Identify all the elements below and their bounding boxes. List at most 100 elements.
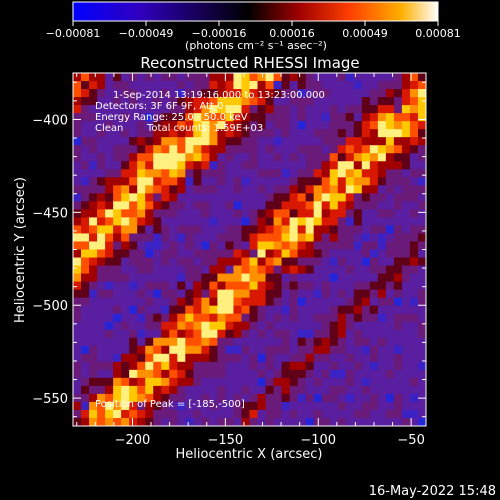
heatmap-cell [137, 137, 146, 146]
heatmap-cell [353, 345, 363, 355]
heatmap-cell [105, 337, 114, 347]
heatmap-cell [345, 81, 355, 90]
heatmap-cell [185, 129, 194, 138]
heatmap-cell [169, 105, 178, 114]
heatmap-cell [217, 329, 227, 339]
heatmap-cell [161, 177, 170, 186]
heatmap-cell [369, 177, 379, 186]
heatmap-cell [273, 81, 283, 90]
heatmap-cell [145, 145, 154, 154]
heatmap-cell [169, 129, 178, 138]
heatmap-cell [377, 377, 387, 387]
heatmap-cell [281, 265, 291, 275]
heatmap-cell [105, 233, 114, 243]
heatmap-cell [113, 169, 122, 178]
heatmap-cell [225, 281, 235, 291]
heatmap-cell [377, 233, 387, 243]
heatmap-cell [225, 337, 235, 347]
heatmap-cell [249, 409, 259, 419]
heatmap-cell [369, 121, 379, 130]
heatmap-cell [401, 321, 411, 331]
heatmap-cell [145, 89, 154, 98]
heatmap-cell [297, 81, 307, 90]
heatmap-cell [329, 137, 339, 146]
heatmap-cell [369, 409, 379, 419]
heatmap-cell [73, 225, 82, 235]
heatmap-cell [137, 161, 146, 170]
heatmap-cell [401, 409, 411, 419]
heatmap-cell [313, 329, 323, 339]
heatmap-cell [161, 361, 170, 371]
heatmap-cell [265, 289, 275, 299]
heatmap-cell [225, 177, 235, 186]
heatmap-cell [153, 289, 162, 299]
heatmap-cell [193, 145, 202, 154]
heatmap-cell [409, 73, 419, 82]
heatmap-cell [281, 401, 291, 411]
heatmap-cell [289, 313, 299, 323]
heatmap-cell [289, 321, 299, 331]
heatmap-cell [401, 353, 411, 363]
heatmap-cell [217, 193, 227, 202]
heatmap-cell [345, 273, 355, 283]
heatmap-cell [329, 369, 339, 379]
heatmap-cell [121, 409, 130, 419]
heatmap-cell [89, 145, 98, 154]
heatmap-cell [337, 329, 347, 339]
heatmap-cell [217, 89, 227, 98]
heatmap-cell [369, 401, 379, 411]
heatmap-cell [129, 113, 138, 122]
heatmap-cell [97, 169, 106, 178]
heatmap-cell [369, 209, 379, 219]
heatmap-cell [121, 329, 130, 339]
heatmap-cell [113, 137, 122, 146]
heatmap-cell [305, 105, 315, 114]
heatmap-cell [337, 209, 347, 219]
heatmap-cell [113, 105, 122, 114]
heatmap-cell [385, 353, 395, 363]
heatmap-cell [97, 153, 106, 162]
heatmap-cell [241, 137, 251, 146]
heatmap-cell [345, 313, 355, 323]
heatmap-cell [385, 185, 395, 194]
heatmap-cell [313, 265, 323, 275]
heatmap-cell [353, 209, 363, 219]
heatmap-cell [345, 129, 355, 138]
heatmap-cell [201, 217, 210, 227]
heatmap-cell [313, 401, 323, 411]
heatmap-cell [89, 97, 98, 106]
heatmap-cell [361, 337, 371, 347]
heatmap-cell [145, 377, 154, 387]
heatmap-cell [409, 113, 419, 122]
heatmap-cell [129, 297, 138, 307]
heatmap-cell [97, 289, 106, 299]
heatmap-cell [321, 185, 331, 194]
heatmap-cell [129, 241, 138, 251]
heatmap-cell [377, 105, 387, 114]
heatmap-cell [241, 305, 251, 315]
heatmap-cell [193, 329, 202, 339]
heatmap-cell [193, 185, 202, 194]
heatmap-cell [265, 177, 275, 186]
heatmap-cell [97, 393, 106, 403]
heatmap-cell [193, 297, 202, 307]
heatmap-cell [273, 305, 283, 315]
heatmap-cell [377, 361, 387, 371]
heatmap-cell [281, 97, 291, 106]
heatmap-cell [257, 121, 267, 130]
heatmap-cell [313, 281, 323, 291]
heatmap-cell [265, 337, 275, 347]
heatmap-cell [177, 217, 186, 227]
heatmap-cell [321, 417, 331, 426]
heatmap-cell [137, 329, 146, 339]
heatmap-cell [297, 369, 307, 379]
heatmap-cell [353, 353, 363, 363]
heatmap-cell [137, 377, 146, 387]
heatmap-cell [393, 129, 403, 138]
heatmap-cell [417, 377, 426, 387]
heatmap-cell [417, 73, 426, 82]
heatmap-cell [329, 321, 339, 331]
heatmap-cell [345, 169, 355, 178]
heatmap-cell [105, 201, 114, 210]
heatmap-cell [233, 265, 243, 275]
